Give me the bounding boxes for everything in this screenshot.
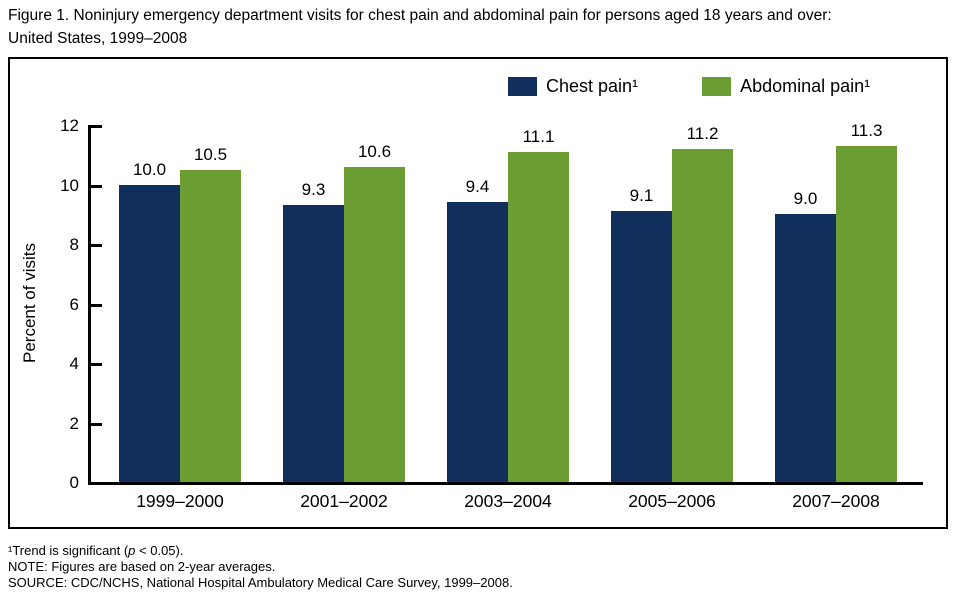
legend-label-chest-pain: Chest pain¹ <box>546 76 639 96</box>
legend-item-chest-pain: Chest pain¹ <box>508 76 638 97</box>
legend-label-abdominal-pain: Abdominal pain¹ <box>740 76 871 96</box>
footnote-source: SOURCE: CDC/NCHS, National Hospital Ambu… <box>8 575 513 590</box>
footnotes: ¹Trend is significant (p < 0.05). NOTE: … <box>8 543 513 591</box>
figure-title-line1: Figure 1. Noninjury emergency department… <box>8 7 832 24</box>
legend-item-abdominal-pain: Abdominal pain¹ <box>702 76 870 97</box>
footnote-trend: ¹Trend is significant (p < 0.05). <box>8 543 184 558</box>
legend-swatch-chest-pain <box>508 77 537 96</box>
y-axis-title: Percent of visits <box>20 243 39 363</box>
chart-frame <box>8 57 948 529</box>
legend-swatch-abdominal-pain <box>702 77 732 96</box>
footnote-note: NOTE: Figures are based on 2-year averag… <box>8 559 276 574</box>
figure-title-line2: United States, 1999–2008 <box>8 30 188 47</box>
figure-title: Figure 1. Noninjury emergency department… <box>8 4 952 50</box>
legend: Chest pain¹ Abdominal pain¹ <box>508 76 934 97</box>
